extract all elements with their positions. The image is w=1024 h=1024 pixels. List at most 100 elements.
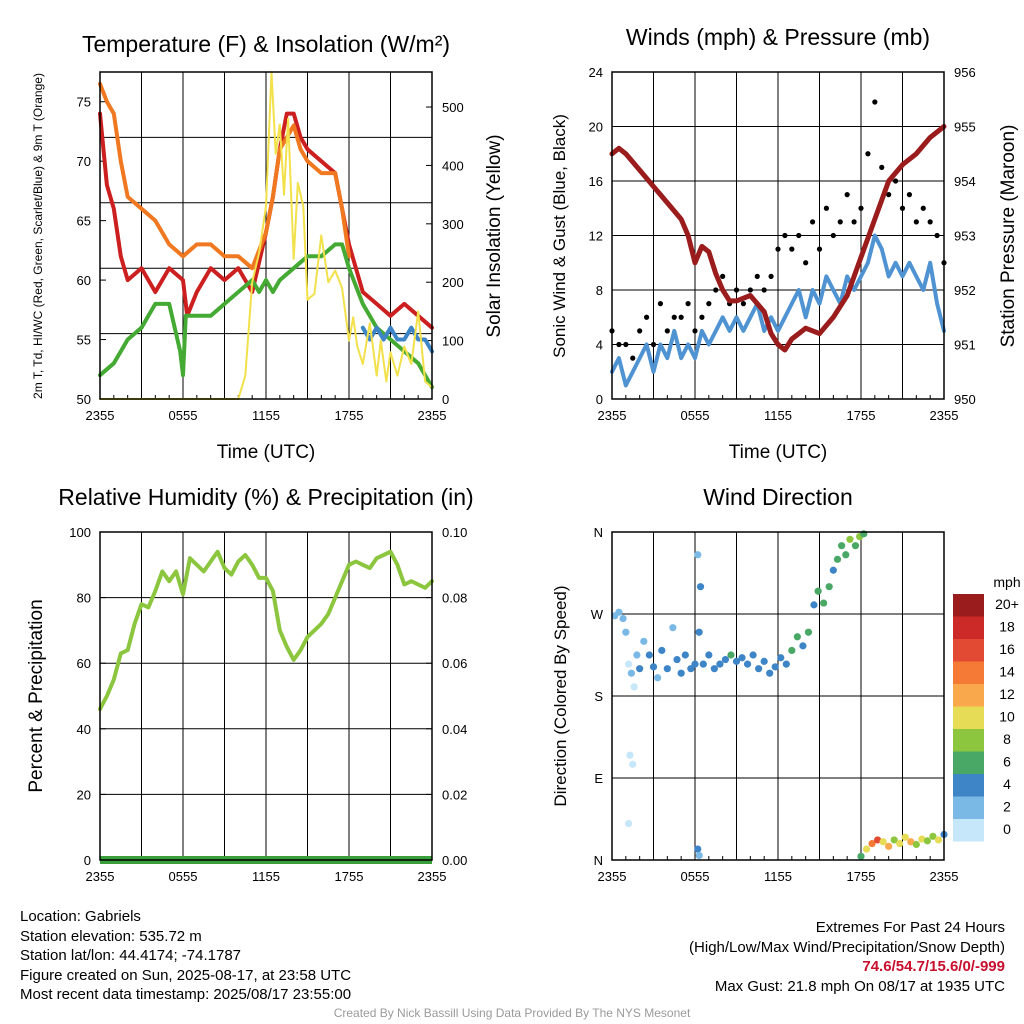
direction-point xyxy=(615,608,623,616)
x-tick-label: 1755 xyxy=(335,869,364,884)
speed-colorbar: mph 20+ 18 16 14 12 10 8 6 4 2 0 xyxy=(953,574,1021,842)
y-tick-label: 55 xyxy=(77,333,91,348)
direction-point xyxy=(833,555,842,563)
plot-frame xyxy=(611,71,945,400)
gust-point xyxy=(650,341,657,348)
credit-line: Created By Nick Bassill Using Data Provi… xyxy=(333,1006,691,1020)
gust-point xyxy=(782,232,788,239)
extremes-legend: (High/Low/Max Wind/Precipitation/Snow De… xyxy=(689,938,1005,956)
gust-point xyxy=(768,273,774,279)
direction-point xyxy=(934,836,943,844)
direction-point xyxy=(879,838,887,846)
y-tick-label: 20 xyxy=(77,787,91,802)
y-tick-label: 4 xyxy=(596,338,603,353)
x-tick-label: 2355 xyxy=(930,408,959,423)
gust-point xyxy=(630,355,636,361)
y-tick-label: 60 xyxy=(77,656,91,671)
direction-point xyxy=(629,760,637,768)
x-tick-label: 2355 xyxy=(598,869,627,884)
colorbar-swatch xyxy=(953,751,984,774)
x-tick-label: 0555 xyxy=(169,408,198,423)
direction-point xyxy=(627,669,635,677)
station-location: Location: Gabriels xyxy=(20,908,141,925)
direction-point xyxy=(654,674,662,682)
gust-point xyxy=(796,232,802,239)
gust-point xyxy=(789,246,795,252)
y-tick-label: N xyxy=(594,525,603,540)
series-line-sonic-wind xyxy=(610,233,946,388)
colorbar-swatch xyxy=(953,639,984,662)
y-tick-label: W xyxy=(591,607,604,622)
gust-point xyxy=(733,287,740,293)
direction-point xyxy=(820,599,828,607)
series-line-solar-insolation xyxy=(99,71,433,400)
y-tick-label: 100 xyxy=(69,525,91,540)
direction-point xyxy=(788,646,796,655)
gust-point xyxy=(699,314,705,320)
y-tick-label: 75 xyxy=(77,95,91,110)
colorbar-label: 12 xyxy=(999,686,1015,702)
colorbar-swatch xyxy=(953,819,984,842)
y-tick-label: 0 xyxy=(84,853,91,868)
direction-point xyxy=(699,660,707,668)
x-tick-label: 1755 xyxy=(847,408,876,423)
direction-point xyxy=(630,683,638,691)
figure-created: Figure created on Sun, 2025-08-17, at 23… xyxy=(20,966,352,984)
temperature-panel: Temperature (F) & Insolation (W/m²) 50 55 6… xyxy=(31,31,505,463)
gust-point xyxy=(906,192,913,198)
y2-tick-label: 0.04 xyxy=(442,722,467,737)
direction-point xyxy=(625,660,633,668)
gust-point xyxy=(761,287,767,293)
gust-point xyxy=(913,219,919,225)
direction-point xyxy=(658,646,666,655)
direction-point xyxy=(727,651,735,659)
y-tick-label: 50 xyxy=(77,392,91,407)
direction-point xyxy=(649,663,658,671)
direction-point xyxy=(890,836,898,844)
direction-point xyxy=(669,624,677,632)
x-tick-label: 2355 xyxy=(86,408,115,423)
colorbar-label: 2 xyxy=(1003,799,1011,815)
colorbar-title: mph xyxy=(993,574,1020,590)
y2-tick-label: 400 xyxy=(442,158,464,173)
direction-point xyxy=(743,660,752,668)
extremes-info: Extremes For Past 24 Hours (High/Low/Max… xyxy=(689,918,1005,996)
direction-point xyxy=(673,655,681,664)
direction-point xyxy=(777,654,785,662)
y-tick-label: 40 xyxy=(77,722,91,737)
x-axis-label: Time (UTC) xyxy=(217,442,316,463)
winds-panel: Winds (mph) & Pressure (mb) 0 4 8 12 16 20 24 95… xyxy=(550,24,1019,463)
series-line-station-pressure xyxy=(609,124,947,353)
direction-point xyxy=(857,852,865,860)
gust-point xyxy=(685,301,691,307)
gust-point xyxy=(823,205,830,211)
direction-point xyxy=(716,660,724,668)
x-tick-label: 0555 xyxy=(681,869,710,884)
y-tick-label: 60 xyxy=(77,273,91,288)
x-tick-label: 2355 xyxy=(598,408,627,423)
colorbar-swatch xyxy=(953,706,984,729)
direction-point xyxy=(799,642,807,650)
gust-point xyxy=(692,328,698,334)
x-tick-label: 2355 xyxy=(86,869,115,884)
y-axis-label: Percent & Precipitation xyxy=(26,599,47,792)
series-line-relative-humidity xyxy=(98,549,434,712)
series-line-td xyxy=(98,242,434,390)
gust-point xyxy=(754,273,760,279)
x-tick-label: 1155 xyxy=(764,869,792,884)
direction-point xyxy=(696,583,705,591)
y2-tick-label: 955 xyxy=(954,120,976,135)
direction-point xyxy=(633,651,641,659)
direction-point xyxy=(636,665,644,673)
direction-point xyxy=(749,651,757,659)
colorbar-label: 10 xyxy=(999,709,1015,725)
direction-point xyxy=(694,845,702,853)
direction-point xyxy=(829,566,837,574)
direction-point xyxy=(885,842,893,850)
y-tick-label: 12 xyxy=(589,229,603,244)
direction-point xyxy=(793,633,801,641)
direction-point xyxy=(874,836,882,844)
direction-point xyxy=(619,614,627,623)
y2-tick-label: 952 xyxy=(954,283,976,298)
